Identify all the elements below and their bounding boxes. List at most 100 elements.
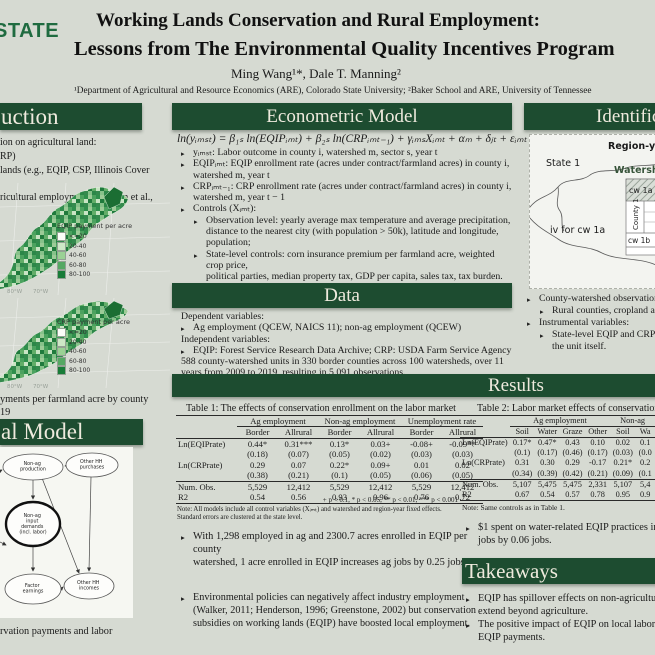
table1-caption: Table 1: The effects of conservation enr… — [186, 403, 456, 414]
svg-text:Factor earnings: Factor earnings — [23, 583, 44, 595]
table1-eqip-se-row: (0.18) (0.07) (0.05) (0.02) (0.03) (0.03) — [247, 449, 473, 460]
crp-map-axis-80w: 80°W — [7, 384, 23, 390]
bullet-arrow-icon: ▸ — [181, 160, 185, 170]
legend-item: 20-40 — [57, 241, 132, 252]
section-bar-identification: Identific — [524, 103, 655, 130]
university-logo: STATE — [0, 20, 60, 42]
legend-swatch — [57, 260, 66, 270]
crp-legend-title: CRP payment per acre — [57, 318, 131, 326]
intro-line-3: lands (e.g., EQIP, CSP, Illinois Cover — [0, 165, 150, 176]
identification-panel: Region-yea State 1 Watershe cw 1a County… — [525, 134, 655, 289]
data-content: Dependent variables: ▸ Ag employment (QCE… — [181, 311, 513, 379]
data-independent-label: Independent variables: — [181, 333, 270, 345]
cw1a-label: cw 1a — [629, 186, 653, 195]
takeaways-bullets: ▸ EQIP has spillover effects on non-agric… — [466, 592, 655, 644]
intro-line-2: RP) — [0, 151, 16, 162]
conceptual-caption: rvation payments and labor — [0, 626, 113, 637]
data-dependent-label: Dependent variables: — [181, 311, 264, 322]
legend-item: <=20 — [57, 232, 132, 242]
county1-label: County 1 — [632, 198, 640, 230]
ident-bullet-1: ▸ County-watershed observation — [527, 293, 655, 304]
data-dependent-bullet: ▸ Ag employment (QCEW, NAICS 11); non-ag … — [181, 322, 462, 334]
table2-eqip-row: Ln(EQIPrate) 0.17* 0.47* 0.43 0.10 0.02 0.1 — [462, 438, 651, 448]
results-header: Results — [488, 374, 544, 396]
table2-obs-row: Num. Obs. 5,107 5,475 5,475 2,331 5,107 5,4 — [460, 478, 655, 490]
section-bar-data: Data — [172, 283, 512, 308]
legend-swatch — [57, 356, 66, 366]
conceptual-model-diagram: Non-ag production Other HH purchases Non… — [0, 452, 119, 605]
results-bullet-policy: ▸ Environmental policies can negatively a… — [181, 592, 477, 629]
legend-swatch — [57, 366, 66, 376]
econometric-model-header: Econometric Model — [266, 105, 418, 127]
conceptual-model-header: al Model — [1, 419, 84, 444]
table2-crp-row: Ln(CRPrate) 0.31 0.30 0.29 -0.17 0.21* 0.2 — [462, 458, 651, 468]
model-bullet-obs-level: ▸ Observation level: yearly average max t… — [194, 214, 511, 226]
cw1b-label: cw 1b — [628, 236, 650, 245]
watershed-label: Watershe — [614, 165, 655, 176]
results-bullet-water: ▸ $1 spent on water-related EQIP practice… — [466, 522, 655, 546]
eqip-map-axis-80w: 80°W — [7, 289, 23, 295]
legend-swatch — [57, 347, 66, 357]
bullet-arrow-icon: ▸ — [540, 331, 544, 340]
model-bullet-obs-level-cont2: population; — [206, 237, 251, 249]
bullet-arrow-icon: ▸ — [527, 295, 531, 304]
authors: Ming Wang¹*, Dale T. Manning² — [231, 66, 401, 81]
legend-swatch — [57, 241, 66, 251]
model-bullet-obs-level-cont: distance to the nearest city (with popul… — [206, 226, 499, 238]
table2-r2-row: R2 0.67 0.54 0.57 0.78 0.95 0.9 — [460, 489, 655, 501]
data-independent-bullet: ▸ EQIP: Forest Service Research Data Arch… — [181, 344, 512, 356]
state-boundary — [525, 164, 655, 266]
introduction-header: uction — [1, 103, 59, 129]
state1-label: State 1 — [546, 158, 580, 169]
table1-eqip-row: Ln(EQIPrate) 0.44* 0.31*** 0.13* 0.03+ -0.… — [178, 438, 476, 449]
crp-map-axis-70w: 70°W — [33, 384, 49, 390]
concept-node-other-hh-purchases: Other HH purchases — [65, 452, 119, 478]
conceptual-model-panel: Non-ag production Other HH purchases Non… — [0, 447, 133, 618]
ident-bullet-2: ▸ Rural counties, cropland acr — [540, 305, 655, 316]
model-bullet-controls: ▸ Controls (Xᵢₘₜ): — [181, 203, 257, 215]
maps-caption-line2: 19 — [0, 407, 11, 418]
bullet-arrow-icon: ▸ — [194, 250, 198, 260]
concept-node-nonag-input-demands: Non-ag input demands (incl. labor) — [4, 500, 62, 548]
svg-text:Other HH incomes: Other HH incomes — [77, 580, 101, 592]
bullet-arrow-icon: ▸ — [181, 324, 185, 334]
legend-item: 60-80 — [57, 260, 132, 271]
bullet-arrow-icon: ▸ — [181, 182, 185, 192]
section-bar-takeaways: Takeaways — [462, 558, 655, 584]
bullet-arrow-icon: ▸ — [466, 524, 470, 533]
legend-item: 80-100 — [57, 366, 130, 376]
table2-group-row: Ag employment Non-ag — [460, 415, 655, 428]
ident-bullet-3: ▸ Instrumental variables: — [527, 317, 630, 328]
bullet-arrow-icon: ▸ — [527, 319, 531, 328]
poster-title-line1: Working Lands Conservation and Rural Emp… — [96, 10, 540, 31]
data-header: Data — [324, 284, 360, 306]
table1-obs-row: Num. Obs. 5,529 12,412 5,529 12,412 5,529 1… — [176, 480, 483, 493]
model-bullet-crp: ▸ CRPᵢₘₜ₋₁: CRP enrollment rate (acres un… — [181, 180, 512, 192]
legend-item: <=20 — [57, 328, 130, 338]
ident-bullet-4-cont: the unit itself. — [552, 341, 607, 352]
bullet-arrow-icon: ▸ — [540, 307, 544, 316]
eqip-legend-title: EQIP payment per acre — [57, 222, 133, 230]
table1-group-row: Ag employment Non-ag employment Unemploy… — [176, 415, 483, 428]
section-bar-results: Results — [172, 374, 655, 397]
table2-crp-se-row: (0.34) (0.39) (0.42) (0.21) (0.09) (0.1 — [512, 468, 652, 478]
svg-text:Non-ag production: Non-ag production — [20, 461, 46, 473]
identification-bullets: ▸ County-watershed observation ▸ Rural cou… — [527, 293, 655, 353]
poster-title-line2: Lessons from The Environmental Quality I… — [74, 38, 615, 60]
model-bullet-eqip-cont: watershed m, year t — [193, 169, 270, 181]
legend-item: 40-60 — [57, 347, 130, 357]
econometric-bullets: ▸ yᵢₘₛₜ: Labor outcome in county i, water… — [181, 147, 513, 294]
identification-diagram: Region-yea State 1 Watershe cw 1a County… — [525, 141, 655, 266]
affiliations: ¹Department of Agricultural and Resource… — [74, 86, 592, 96]
table1-crp-row: Ln(CRPrate) 0.29 0.07 0.22* 0.09+ 0.01 0.02 — [178, 459, 471, 470]
legend-item: 80-100 — [57, 270, 132, 280]
legend-item: 20-40 — [57, 337, 130, 348]
table2-subheader-row: Soil Water Graze Other Soil Wa — [460, 426, 655, 439]
data-sample-line2: years from 2009 to 2019, resulting in 5,… — [181, 367, 406, 379]
svg-text:Non-ag input: Non-ag input demands (incl. labor) — [19, 513, 46, 536]
table2: Ag employment Non-ag Soil Water Graze Othe… — [460, 415, 655, 501]
model-bullet-y: ▸ yᵢₘₛₜ: Labor outcome in county i, water… — [181, 147, 438, 158]
maps-caption-line1: yments per farmland acre by county — [0, 394, 149, 405]
takeaway-bullet-2: ▸ The positive impact of EQIP on local la… — [466, 619, 655, 630]
